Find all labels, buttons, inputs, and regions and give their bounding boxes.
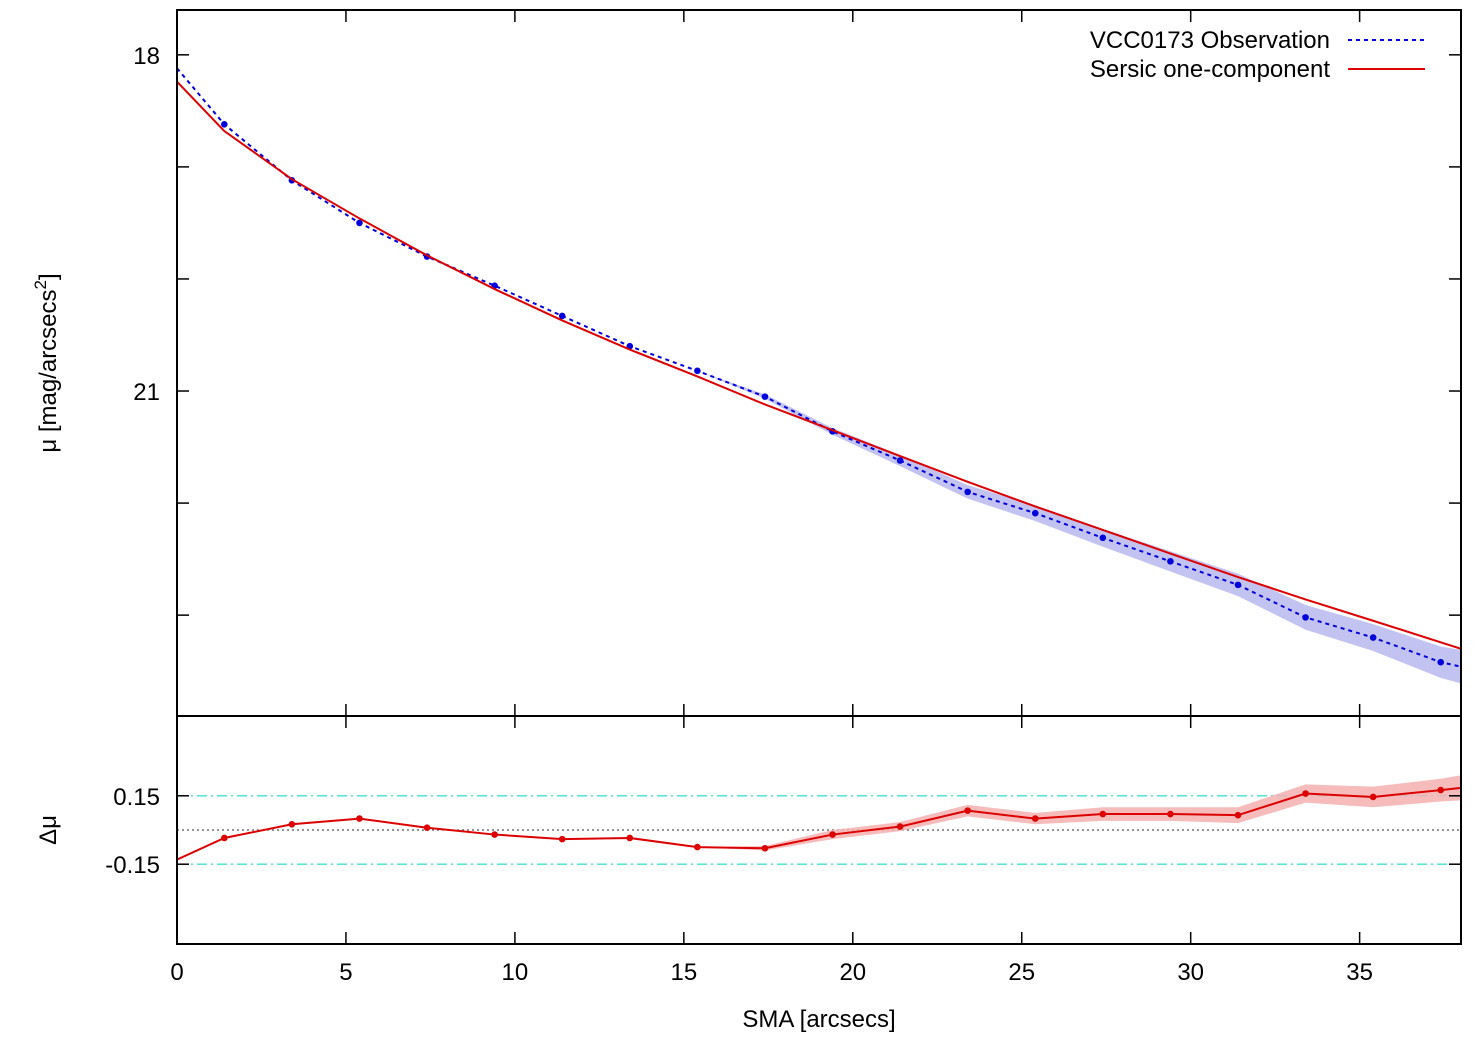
top-series-0-error-band <box>177 68 1461 684</box>
bottom-series-0-point <box>1369 793 1377 801</box>
bottom-series-0-point <box>896 823 904 830</box>
bottom-series-0-point <box>761 844 769 852</box>
bottom-plot-area <box>177 775 1461 865</box>
x-tick-label: 5 <box>339 959 352 986</box>
top-series-1-line <box>177 81 1461 650</box>
bottom-series-0-point <box>1099 810 1107 818</box>
bottom-series-0-point <box>288 821 296 828</box>
top-series-0-point <box>356 219 363 227</box>
y-axis-label-top-sup: 2 <box>31 280 50 289</box>
top-series-0-point <box>1167 558 1174 565</box>
bottom-series-0-point <box>964 807 971 814</box>
bottom-panel: 0 5 10 15 20 25 30 35 0.15 -0.15 <box>105 10 1462 986</box>
bottom-series-0-point <box>694 843 701 851</box>
top-series-0-point <box>221 121 228 128</box>
bottom-series-0-point <box>423 824 431 832</box>
y-tick-label: 18 <box>133 43 160 70</box>
bottom-series-0-point <box>221 834 228 842</box>
top-series-0-point <box>1031 509 1039 517</box>
top-series-0-point <box>1234 581 1242 589</box>
x-tick-label: 25 <box>1008 959 1035 986</box>
top-plot-area <box>177 67 1461 684</box>
top-series-0-point <box>1099 534 1107 542</box>
y-tick-label: -0.15 <box>105 852 160 879</box>
bottom-series-0-point <box>491 831 498 838</box>
top-series-0-point <box>1369 634 1377 641</box>
top-series-0-point <box>694 367 701 375</box>
top-series-0-point <box>558 312 566 320</box>
top-series-0-point <box>1437 658 1445 666</box>
top-series-0-line <box>177 67 1461 668</box>
bottom-series-0-point <box>1031 815 1039 822</box>
y-axis-label-bottom: Δμ <box>35 815 62 845</box>
y-axis-label-top-close: ] <box>35 273 62 280</box>
y-axis-label-top-main: μ [mag/arcsecs <box>35 289 62 452</box>
legend-entry-label: VCC0173 Observation <box>1090 27 1330 54</box>
legend-entry-label: Sersic one-component <box>1090 56 1330 83</box>
x-tick-label: 20 <box>839 959 866 986</box>
bottom-series-0-error-band <box>177 775 1461 860</box>
x-tick-label: 30 <box>1177 959 1204 986</box>
bottom-series-0-point <box>1437 786 1445 794</box>
bottom-series-0-point <box>1234 811 1242 819</box>
bottom-frame <box>176 715 1462 945</box>
top-series-0-point <box>964 488 971 496</box>
bottom-series-0-point <box>829 831 836 838</box>
top-series-0-point <box>761 393 769 400</box>
top-series-0-point <box>1302 614 1309 621</box>
bottom-series-0-point <box>1167 810 1174 818</box>
y-tick-label: 0.15 <box>113 784 160 811</box>
x-tick-label: 10 <box>502 959 529 986</box>
x-tick-label: 35 <box>1346 959 1373 986</box>
x-tick-label: 0 <box>170 959 183 986</box>
y-tick-label: 21 <box>133 379 160 406</box>
y-axis-label-top: μ [mag/arcsecs2] <box>31 273 62 452</box>
bottom-series-0-point <box>626 834 634 842</box>
bottom-series-0-point <box>1302 790 1309 797</box>
bottom-series-0-point <box>558 835 566 843</box>
x-tick-label: 15 <box>670 959 697 986</box>
bottom-series-0-point <box>356 815 363 822</box>
x-axis-label: SMA [arcsecs] <box>742 1006 895 1033</box>
top-series-0-point <box>896 457 904 464</box>
